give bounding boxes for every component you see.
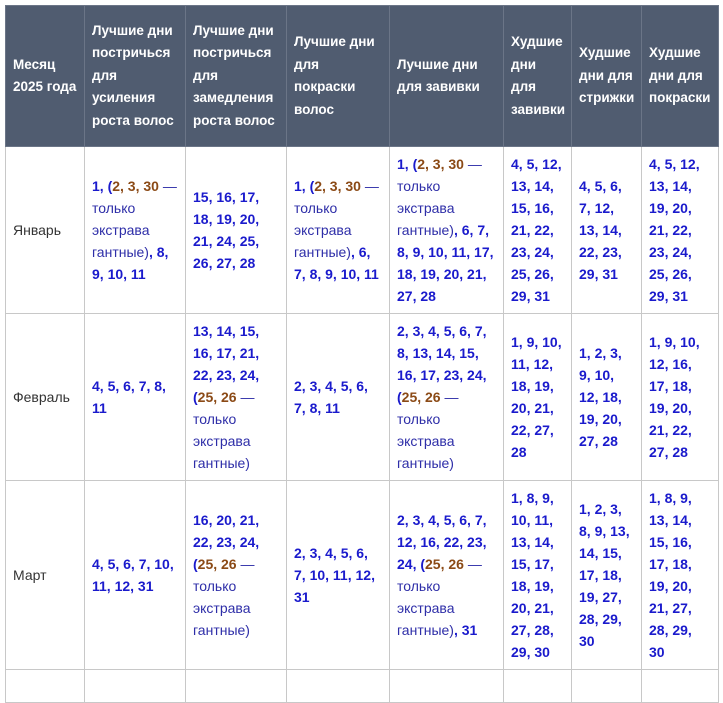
days-text: 2, 3, 4, 5, 6, 7, 8, 11 (294, 378, 368, 416)
days-cell: 1, (2, 3, 30 — только экстрава гантные),… (389, 146, 504, 314)
days-text: 4, 5, 12, 13, 14, 19, 20, 21, 22, 23, 24… (649, 156, 700, 304)
days-text: , 6, 7, 8, 9, 10, 11, 17, 18, 19, 20, 21… (397, 222, 494, 304)
table-row: Январь 1, (2, 3, 30 — только экстрава ган… (5, 146, 719, 314)
days-text: 2, 3, 4, 5, 6, 7, 12, 16, 22, 23, 24, ( (397, 512, 487, 572)
header-row: Месяц 2025 года Лучшие дни постричься для… (5, 5, 719, 147)
days-text: 15, 16, 17, 18, 19, 20, 21, 24, 25, 26, … (193, 189, 260, 271)
note-text: — только экстрава гантные) (397, 389, 459, 471)
note-text: — только экстрава гантные) (193, 389, 255, 471)
extravagant-days: 25, 26 (197, 556, 237, 572)
column-header: Худшие дни для покраски (641, 5, 719, 147)
days-text: 16, 20, 21, 22, 23, 24, ( (193, 512, 260, 572)
empty-cell (286, 669, 390, 703)
days-cell: 4, 5, 6, 7, 12, 13, 14, 22, 23, 29, 31 (571, 146, 642, 314)
note-text: — только экстрава гантные) (92, 178, 177, 260)
month-cell: Январь (5, 146, 85, 314)
days-cell: 2, 3, 4, 5, 6, 7, 10, 11, 12, 31 (286, 480, 390, 670)
column-header: Худшие дни для завивки (503, 5, 572, 147)
days-cell: 15, 16, 17, 18, 19, 20, 21, 24, 25, 26, … (185, 146, 287, 314)
days-cell: 1, (2, 3, 30 — только экстрава гантные),… (286, 146, 390, 314)
days-text: , 6, 7, 8, 9, 10, 11 (294, 244, 379, 282)
days-cell: 1, 2, 3, 9, 10, 12, 18, 19, 20, 27, 28 (571, 313, 642, 481)
days-cell: 1, 2, 3, 8, 9, 13, 14, 15, 17, 18, 19, 2… (571, 480, 642, 670)
note-text: — только экстрава гантные) (294, 178, 379, 260)
days-text: , 31 (453, 622, 478, 638)
extravagant-days: 25, 26 (197, 389, 237, 405)
table-row: Март 4, 5, 6, 7, 10, 11, 12, 31 16, 20, 21… (5, 480, 719, 670)
days-text: 1, 2, 3, 9, 10, 12, 18, 19, 20, 27, 28 (579, 345, 622, 449)
days-text: 1, ( (294, 178, 315, 194)
extravagant-days: 2, 3, 30 (417, 156, 464, 172)
days-text: 1, 9, 10, 11, 12, 18, 19, 20, 21, 22, 27… (511, 334, 562, 460)
days-text: 13, 14, 15, 16, 17, 21, 22, 23, 24, ( (193, 323, 260, 405)
column-header: Лучшие дни постричься для усиления роста… (84, 5, 186, 147)
empty-cell (641, 669, 719, 703)
days-text: 1, ( (397, 156, 418, 172)
days-cell: 1, 9, 10, 11, 12, 18, 19, 20, 21, 22, 27… (503, 313, 572, 481)
note-text: — только экстрава гантные) (397, 556, 482, 638)
empty-cell (185, 669, 287, 703)
days-text: 1, 8, 9, 10, 11, 13, 14, 15, 17, 18, 19,… (511, 490, 554, 660)
days-text: 1, 2, 3, 8, 9, 13, 14, 15, 17, 18, 19, 2… (579, 501, 630, 649)
days-cell: 4, 5, 6, 7, 8, 11 (84, 313, 186, 481)
days-text: 4, 5, 6, 7, 8, 11 (92, 378, 166, 416)
days-text: 4, 5, 6, 7, 10, 11, 12, 31 (92, 556, 174, 594)
days-cell: 4, 5, 12, 13, 14, 15, 16, 21, 22, 23, 24… (503, 146, 572, 314)
empty-cell (389, 669, 504, 703)
days-text: 4, 5, 12, 13, 14, 15, 16, 21, 22, 23, 24… (511, 156, 562, 304)
extravagant-days: 2, 3, 30 (314, 178, 361, 194)
table-row: Февраль 4, 5, 6, 7, 8, 11 13, 14, 15, 16, … (5, 313, 719, 481)
note-text: — только экстрава гантные) (193, 556, 255, 638)
days-cell: 1, 8, 9, 10, 11, 13, 14, 15, 17, 18, 19,… (503, 480, 572, 670)
days-cell: 16, 20, 21, 22, 23, 24, (25, 26 — только… (185, 480, 287, 670)
days-cell: 1, 9, 10, 12, 16, 17, 18, 19, 20, 21, 22… (641, 313, 719, 481)
hair-calendar-table: Месяц 2025 года Лучшие дни постричься для… (5, 5, 719, 703)
column-header: Худшие дни для стрижки (571, 5, 642, 147)
table-row (5, 669, 719, 703)
extravagant-days: 25, 26 (425, 556, 464, 572)
column-header: Лучшие дни для покраски волос (286, 5, 390, 147)
extravagant-days: 25, 26 (401, 389, 441, 405)
days-text: 1, ( (92, 178, 113, 194)
days-cell: 2, 3, 4, 5, 6, 7, 8, 13, 14, 15, 16, 17,… (389, 313, 504, 481)
empty-cell (571, 669, 642, 703)
empty-cell (5, 669, 85, 703)
days-cell: 1, 8, 9, 13, 14, 15, 16, 17, 18, 19, 20,… (641, 480, 719, 670)
days-text: 1, 9, 10, 12, 16, 17, 18, 19, 20, 21, 22… (649, 334, 700, 460)
days-text: 4, 5, 6, 7, 12, 13, 14, 22, 23, 29, 31 (579, 178, 622, 282)
extravagant-days: 2, 3, 30 (112, 178, 159, 194)
days-cell: 2, 3, 4, 5, 6, 7, 8, 11 (286, 313, 390, 481)
days-text: 2, 3, 4, 5, 6, 7, 10, 11, 12, 31 (294, 545, 375, 605)
empty-cell (84, 669, 186, 703)
days-text: 2, 3, 4, 5, 6, 7, 8, 13, 14, 15, 16, 17,… (397, 323, 487, 405)
month-cell: Март (5, 480, 85, 670)
days-cell: 4, 5, 12, 13, 14, 19, 20, 21, 22, 23, 24… (641, 146, 719, 314)
column-header: Месяц 2025 года (5, 5, 85, 147)
note-text: — только экстрава гантные) (397, 156, 482, 238)
days-cell: 13, 14, 15, 16, 17, 21, 22, 23, 24, (25,… (185, 313, 287, 481)
column-header: Лучшие дни постричься для замедления рос… (185, 5, 287, 147)
column-header: Лучшие дни для завивки (389, 5, 504, 147)
days-cell: 1, (2, 3, 30 — только экстрава гантные),… (84, 146, 186, 314)
days-cell: 2, 3, 4, 5, 6, 7, 12, 16, 22, 23, 24, (2… (389, 480, 504, 670)
empty-cell (503, 669, 572, 703)
month-cell: Февраль (5, 313, 85, 481)
days-cell: 4, 5, 6, 7, 10, 11, 12, 31 (84, 480, 186, 670)
days-text: 1, 8, 9, 13, 14, 15, 16, 17, 18, 19, 20,… (649, 490, 692, 660)
days-text: , 8, 9, 10, 11 (92, 244, 169, 282)
